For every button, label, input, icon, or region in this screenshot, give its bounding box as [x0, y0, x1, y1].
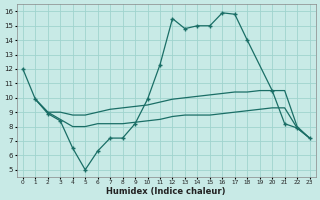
X-axis label: Humidex (Indice chaleur): Humidex (Indice chaleur): [107, 187, 226, 196]
